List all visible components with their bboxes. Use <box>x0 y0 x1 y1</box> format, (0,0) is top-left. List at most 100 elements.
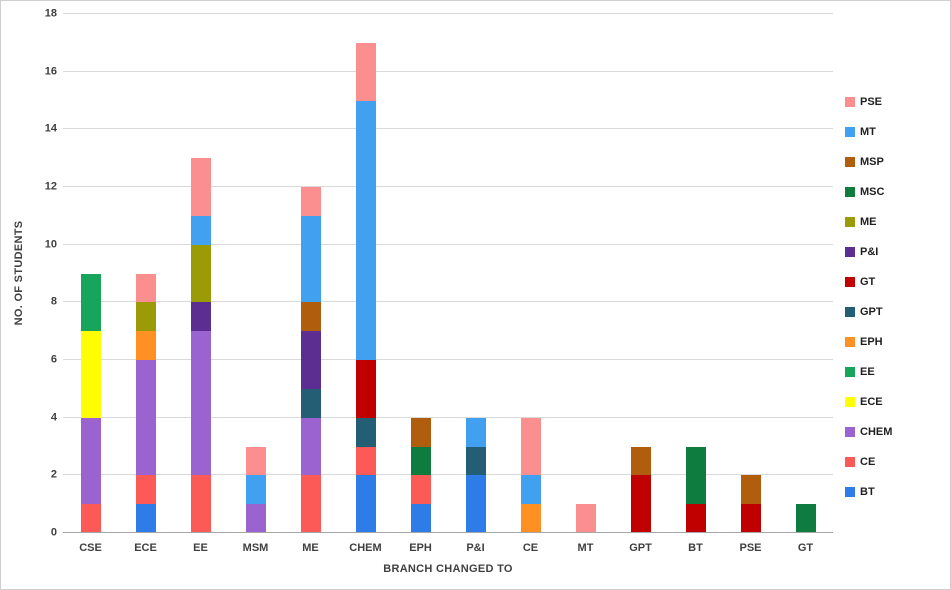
bar-segment-MSP <box>740 475 761 505</box>
stacked-bar-BT <box>685 14 706 533</box>
bar-segment-CHEM <box>300 417 321 476</box>
legend-swatch <box>845 247 855 257</box>
bar-segment-GPT <box>465 446 486 476</box>
bar-segment-CE <box>410 475 431 505</box>
bar-segment-MSP <box>630 446 651 476</box>
legend-swatch <box>845 337 855 347</box>
bar-segment-BT <box>465 475 486 533</box>
legend-swatch <box>845 487 855 497</box>
y-tick-label: 0 <box>50 526 57 539</box>
y-tick-label: 10 <box>44 238 57 251</box>
category-column-BT: BT <box>668 14 723 554</box>
category-column-PSE: PSE <box>723 14 778 554</box>
legend-swatch <box>845 127 855 137</box>
category-column-EE: EE <box>173 14 228 554</box>
stacked-bar-MT <box>575 14 596 533</box>
x-category-label: EPH <box>409 542 432 554</box>
x-category-label: MT <box>577 542 594 554</box>
legend-item-P&I: P&I <box>845 246 892 258</box>
x-category-label: EE <box>193 542 208 554</box>
legend-label: EE <box>860 365 875 378</box>
legend-label: BT <box>860 485 875 498</box>
bars-container: CSE ECE EE MSM ME CHEM EPH P&I CE MT GPT BT PSE GT <box>63 14 833 554</box>
legend-swatch <box>845 217 855 227</box>
stacked-bar-GPT <box>630 14 651 533</box>
bar-segment-GPT <box>355 417 376 447</box>
stacked-bar-ME <box>300 14 321 533</box>
category-column-GT: GT <box>778 14 833 554</box>
bar-segment-MT <box>190 215 211 245</box>
category-column-P&I: P&I <box>448 14 503 554</box>
x-category-label: CE <box>522 542 539 554</box>
gridline <box>63 301 833 303</box>
legend-item-ME: ME <box>845 216 892 228</box>
gridline <box>63 416 833 418</box>
y-tick-label: 16 <box>44 65 57 78</box>
legend: PSE MT MSP MSC ME P&I GT GPT EPH EE ECE CHEM CE BT <box>845 96 892 498</box>
legend-item-CE: CE <box>845 456 892 468</box>
category-column-CHEM: CHEM <box>338 14 393 554</box>
y-axis-title: NO. OF STUDENTS <box>13 220 25 326</box>
stacked-bar-PSE <box>740 14 761 533</box>
bar-segment-CHEM <box>190 331 211 476</box>
y-tick-label: 6 <box>50 353 57 366</box>
bar-segment-GPT <box>300 388 321 418</box>
category-column-ECE: ECE <box>118 14 173 554</box>
bar-segment-CE <box>300 475 321 533</box>
category-column-GPT: GPT <box>613 14 668 554</box>
gridline <box>63 186 833 187</box>
gridline <box>63 13 833 14</box>
bar-segment-CE <box>135 475 156 505</box>
stacked-bar-CSE <box>80 14 101 533</box>
bar-segment-PSE <box>575 504 596 533</box>
y-tick-label: 2 <box>50 468 57 481</box>
x-category-label: CSE <box>79 542 102 554</box>
legend-label: CHEM <box>860 425 893 438</box>
legend-item-EE: EE <box>845 366 892 378</box>
bar-segment-CE <box>355 446 376 476</box>
legend-swatch <box>845 397 855 407</box>
legend-swatch <box>845 277 855 287</box>
legend-label: P&I <box>860 245 879 258</box>
bar-segment-EPH <box>520 504 541 533</box>
legend-item-GPT: GPT <box>845 306 892 318</box>
legend-swatch <box>845 307 855 317</box>
x-category-label: CHEM <box>349 542 382 554</box>
bar-segment-MT <box>245 475 266 505</box>
stacked-bar-MSM <box>245 14 266 533</box>
bar-segment-PSE <box>520 417 541 476</box>
legend-label: GPT <box>860 305 883 318</box>
category-column-EPH: EPH <box>393 14 448 554</box>
bar-segment-P&I <box>300 331 321 389</box>
y-tick-label: 18 <box>44 7 57 20</box>
x-category-label: GPT <box>629 542 652 554</box>
bar-segment-PSE <box>190 158 211 216</box>
category-column-MSM: MSM <box>228 14 283 554</box>
bar-segment-PSE <box>355 42 376 101</box>
bar-segment-MSP <box>410 417 431 447</box>
x-category-label: ECE <box>134 542 157 554</box>
gridline <box>63 243 833 245</box>
bar-segment-PSE <box>245 446 266 476</box>
bar-segment-ME <box>135 302 156 332</box>
bar-segment-EE <box>80 273 101 332</box>
y-tick-label: 14 <box>44 122 57 135</box>
stacked-bar-EE <box>190 14 211 533</box>
x-category-label: BT <box>688 542 703 554</box>
x-category-label: GT <box>797 542 814 554</box>
bar-segment-CE <box>190 475 211 533</box>
gridline <box>63 359 833 360</box>
bar-segment-MSC <box>795 504 816 533</box>
legend-swatch <box>845 157 855 167</box>
legend-label: ECE <box>860 395 883 408</box>
bar-segment-BT <box>355 475 376 533</box>
plot-area: 0 2 4 6 8 10 12 14 16 18 CSE ECE EE MSM ME CHEM EPH P&I CE… <box>45 8 833 554</box>
x-category-label: PSE <box>739 542 762 554</box>
legend-swatch <box>845 187 855 197</box>
x-category-label: P&I <box>466 542 485 554</box>
stacked-bar-P&I <box>465 14 486 533</box>
y-tick-label: 12 <box>44 180 57 193</box>
category-column-ME: ME <box>283 14 338 554</box>
category-column-CE: CE <box>503 14 558 554</box>
legend-item-MSP: MSP <box>845 156 892 168</box>
